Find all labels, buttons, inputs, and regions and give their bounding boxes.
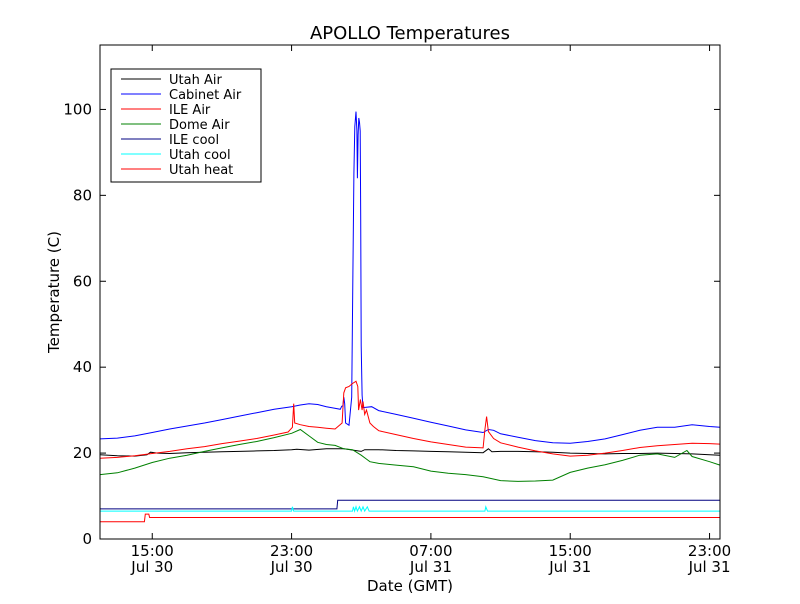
x-tick-label-date: Jul 30 — [130, 558, 173, 576]
y-tick-label: 20 — [73, 444, 92, 462]
x-tick-label-date: Jul 31 — [688, 558, 731, 576]
y-tick-label: 100 — [63, 100, 92, 118]
series-line-utah-air — [99, 448, 721, 457]
legend-label-dome-air: Dome Air — [169, 118, 230, 133]
series-layer — [99, 111, 721, 523]
x-tick-label-time: 23:00 — [688, 542, 731, 560]
x-tick-label-time: 15:00 — [131, 542, 174, 560]
legend-label-utah-air: Utah Air — [169, 73, 222, 88]
plot-frame — [99, 44, 721, 540]
legend-label-utah-cool: Utah cool — [169, 148, 231, 163]
y-tick-label: 0 — [82, 530, 92, 548]
y-axis-label: Temperature (C) — [45, 231, 63, 354]
series-line-cabinet-air — [99, 111, 721, 444]
legend-label-utah-heat: Utah heat — [169, 163, 233, 178]
legend-label-cabinet-air: Cabinet Air — [169, 88, 242, 103]
y-tick-label: 60 — [73, 272, 92, 290]
series-line-ile-air — [99, 380, 721, 459]
legend-label-ile-air: ILE Air — [169, 103, 211, 118]
x-tick-label-date: Jul 31 — [409, 558, 452, 576]
x-axis-label: Date (GMT) — [367, 577, 453, 595]
legend-box — [110, 68, 262, 183]
legend-label-ile-cool: ILE cool — [169, 133, 219, 148]
chart-title: APOLLO Temperatures — [310, 23, 510, 44]
x-tick-label-time: 07:00 — [409, 542, 452, 560]
series-line-ile-cool — [100, 499, 720, 510]
y-tick-label: 40 — [73, 358, 92, 376]
series-line-dome-air — [99, 428, 721, 482]
x-tick-label-date: Jul 31 — [548, 558, 591, 576]
series-line-utah-heat — [100, 513, 720, 523]
x-tick-label-time: 15:00 — [549, 542, 592, 560]
y-tick-label: 80 — [73, 186, 92, 204]
x-tick-label-date: Jul 30 — [270, 558, 313, 576]
x-tick-label-time: 23:00 — [270, 542, 313, 560]
series-line-utah-cool — [100, 505, 720, 513]
